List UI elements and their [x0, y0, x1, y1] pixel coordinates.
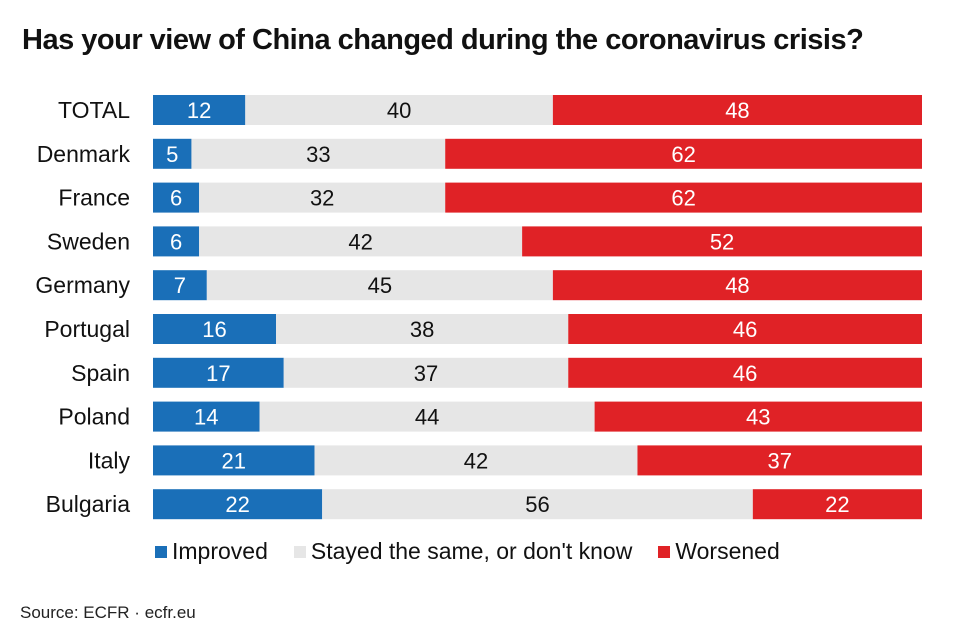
legend-label-improved: Improved [172, 538, 268, 564]
category-label: Spain [71, 360, 130, 386]
legend-swatch-same [293, 545, 306, 558]
bar-segment-worsened [568, 357, 922, 388]
bar-segment-same [322, 489, 753, 520]
bar-segment-same [276, 314, 569, 344]
bar-segment-worsened [637, 445, 922, 476]
data-label-same: 56 [525, 492, 549, 517]
source-note: Source: ECFR · ecfr.eu [20, 603, 196, 622]
data-label-worsened: 62 [671, 186, 695, 211]
bar-segment-improved [153, 445, 315, 476]
bar-segment-worsened [552, 95, 922, 125]
data-label-worsened: 52 [710, 229, 734, 254]
data-label-same: 42 [348, 229, 372, 254]
data-label-worsened: 43 [746, 405, 770, 430]
bar-segment-improved [153, 314, 277, 344]
category-label: TOTAL [58, 97, 130, 123]
bar-segment-same [314, 445, 638, 476]
category-label: Portugal [44, 316, 130, 342]
data-label-improved: 22 [225, 492, 249, 517]
bar-segment-improved [153, 95, 246, 125]
category-label: Poland [58, 404, 130, 430]
bar-segment-improved [153, 226, 200, 257]
bar-segment-improved [153, 357, 284, 388]
bar-segment-worsened [594, 401, 922, 432]
bar-segment-worsened [568, 314, 922, 344]
bar-segment-worsened [522, 226, 922, 257]
bar-segment-improved [153, 401, 260, 432]
data-label-improved: 12 [187, 98, 211, 123]
data-label-improved: 6 [170, 229, 182, 254]
bar-segment-improved [153, 138, 192, 169]
data-label-worsened: 48 [725, 98, 749, 123]
bar-segment-same [199, 226, 523, 257]
category-label: Italy [88, 447, 131, 473]
data-label-improved: 14 [194, 405, 218, 430]
bar-segment-same [259, 401, 595, 432]
data-label-worsened: 46 [733, 317, 757, 342]
legend-label-same: Stayed the same, or don't know [310, 538, 633, 564]
data-label-improved: 5 [166, 142, 178, 167]
bar-segment-worsened [552, 270, 922, 301]
data-label-worsened: 37 [767, 448, 791, 473]
bar-segment-same [206, 270, 553, 301]
legend-swatch-improved [155, 545, 167, 558]
bar-segment-worsened [445, 182, 922, 213]
bar-segment-same [245, 95, 553, 125]
data-label-improved: 6 [170, 186, 182, 211]
data-label-improved: 21 [222, 448, 246, 473]
data-label-same: 38 [410, 317, 434, 342]
data-label-same: 37 [414, 361, 438, 386]
bar-segment-improved [153, 270, 207, 301]
bar-segment-same [199, 182, 446, 213]
data-label-same: 44 [415, 405, 439, 430]
legend-item-improved: Improved [155, 538, 268, 565]
legend-item-worsened: Worsened [658, 538, 780, 565]
legend: Improved Stayed the same, or don't know … [155, 538, 806, 565]
data-label-worsened: 48 [725, 273, 749, 298]
legend-item-same: Stayed the same, or don't know [293, 538, 633, 565]
category-label: France [58, 185, 130, 211]
data-label-worsened: 46 [733, 361, 757, 386]
data-label-worsened: 62 [671, 142, 695, 167]
legend-label-worsened: Worsened [675, 538, 780, 564]
category-label: Sweden [47, 228, 130, 254]
data-label-same: 42 [464, 448, 488, 473]
category-label: Bulgaria [46, 491, 131, 517]
bar-segment-worsened [445, 138, 922, 169]
bar-segment-improved [153, 182, 200, 213]
data-label-improved: 16 [202, 317, 226, 342]
bar-segment-worsened [752, 489, 922, 520]
data-label-worsened: 22 [825, 492, 849, 517]
data-label-same: 32 [310, 186, 334, 211]
bar-segment-same [283, 357, 569, 388]
bar-segment-improved [153, 489, 323, 520]
chart-title: Has your view of China changed during th… [22, 24, 864, 56]
bar-segment-same [191, 138, 446, 169]
legend-swatch-worsened [658, 545, 671, 558]
data-label-same: 45 [368, 273, 392, 298]
data-label-improved: 7 [174, 273, 186, 298]
category-label: Germany [35, 272, 130, 298]
category-label: Denmark [37, 141, 131, 167]
data-label-improved: 17 [206, 361, 230, 386]
data-label-same: 40 [387, 98, 411, 123]
data-label-same: 33 [306, 142, 330, 167]
